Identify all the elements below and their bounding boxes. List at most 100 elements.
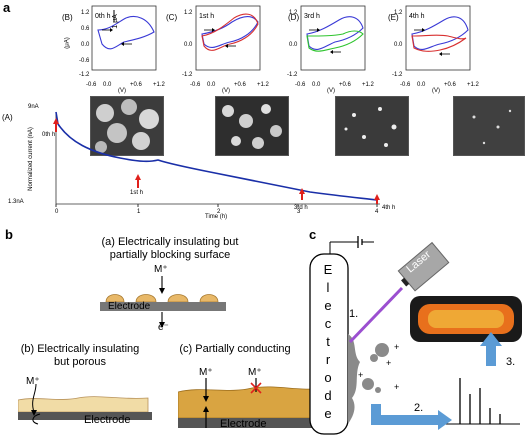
svg-text:+: + bbox=[394, 342, 399, 352]
trace-marker-label: 3rd h bbox=[294, 205, 308, 211]
cv-x-unit: (V) bbox=[118, 88, 126, 94]
cv-panel-c bbox=[195, 5, 261, 71]
svg-text:+: + bbox=[394, 382, 399, 392]
trace-y-bottom: 1.3nA bbox=[8, 199, 24, 205]
sem-image-1h bbox=[215, 96, 289, 156]
cv-x-tick: +1.2 bbox=[467, 82, 479, 88]
cv-x-tick: -0.6 bbox=[400, 82, 411, 88]
b-a-electrode: Electrode bbox=[108, 301, 151, 312]
svg-text:+: + bbox=[386, 358, 391, 368]
cv-y-unit: (μA) bbox=[64, 37, 71, 49]
trace-panel-label: (A) bbox=[2, 113, 13, 122]
cv-e-time: 4th h bbox=[409, 13, 425, 20]
step-1-label: 1. bbox=[349, 308, 359, 320]
b-a-electron: e⁻ bbox=[158, 322, 169, 333]
electrode-letter: E bbox=[323, 262, 333, 277]
cv-y-tick: 1.2 bbox=[289, 10, 298, 16]
cv-y-tick: 1.2 bbox=[184, 10, 193, 16]
trace-x-tick: 2 bbox=[217, 209, 221, 215]
cv-y-tick: -0.6 bbox=[79, 58, 90, 64]
cv-b-label: (B) bbox=[62, 13, 73, 22]
cv-y-tick: 0.0 bbox=[289, 42, 298, 48]
b-c-diagram bbox=[178, 378, 328, 428]
b-a-diagram bbox=[100, 276, 226, 328]
cv-y-tick: 1.2 bbox=[81, 10, 90, 16]
cv-x-tick: 0.0 bbox=[417, 82, 426, 88]
cv-y-tick: -1.2 bbox=[287, 72, 298, 78]
b-b-electrode: Electrode bbox=[84, 414, 131, 426]
trace-marker-label: 1st h bbox=[130, 190, 144, 196]
b-b-title-line1: (b) Electrically insulating bbox=[20, 343, 140, 355]
b-a-ion: M⁺ bbox=[154, 264, 168, 275]
cv-panels bbox=[91, 5, 471, 71]
trace-y-top: 9nA bbox=[28, 104, 39, 110]
cv-y-tick: 1.2 bbox=[394, 10, 403, 16]
panel-b-letter: b bbox=[5, 227, 13, 242]
cv-y-tick: 0.0 bbox=[184, 42, 193, 48]
cv-x-tick: -0.6 bbox=[190, 82, 201, 88]
panel-a-letter: a bbox=[3, 0, 11, 15]
svg-text:+: + bbox=[358, 370, 363, 380]
cv-x-tick: -0.6 bbox=[295, 82, 306, 88]
cv-y-tick: -1.2 bbox=[182, 72, 193, 78]
sem-image-3h bbox=[335, 96, 409, 156]
electrode-letter: o bbox=[324, 370, 332, 385]
cv-y-tick: 0.6 bbox=[81, 26, 90, 32]
cv-x-tick: 0.0 bbox=[207, 82, 216, 88]
cv-panel-d bbox=[300, 5, 366, 71]
b-b-diagram bbox=[18, 383, 152, 425]
b-c-ion-left: M⁺ bbox=[199, 367, 213, 378]
cv-x-tick: +1.2 bbox=[362, 82, 374, 88]
b-c-electrode: Electrode bbox=[220, 418, 267, 430]
cv-y-tick: -1.2 bbox=[79, 72, 90, 78]
cv-x-tick: 0.0 bbox=[312, 82, 321, 88]
cv-d-time: 3rd h bbox=[304, 13, 320, 20]
trace-marker-label: 0th h bbox=[42, 132, 56, 138]
trace-x-tick: 4 bbox=[375, 209, 379, 215]
step-3-label: 3. bbox=[506, 356, 516, 368]
cv-x-unit: (V) bbox=[222, 88, 230, 94]
cv-x-tick: +1.2 bbox=[153, 82, 165, 88]
trace-x-tick: 1 bbox=[137, 209, 141, 215]
cv-c-time: 1st h bbox=[199, 13, 215, 20]
trace-x-tick: 3 bbox=[297, 209, 301, 215]
sem-image-0h bbox=[90, 96, 164, 156]
cv-x-tick: 0.0 bbox=[103, 82, 112, 88]
trace-x-tick: 0 bbox=[55, 209, 59, 215]
sem-image-4h bbox=[453, 96, 525, 156]
cv-y-tick: -1.2 bbox=[392, 72, 403, 78]
electrode-letter: l bbox=[326, 280, 330, 295]
cv-b-time: 0th h bbox=[95, 13, 111, 20]
panel-c-letter: c bbox=[309, 227, 317, 242]
cv-y-tick: 0.0 bbox=[394, 42, 403, 48]
cv-x-tick: +0.6 bbox=[234, 82, 246, 88]
b-c-title: (c) Partially conducting bbox=[179, 343, 291, 355]
cv-panel-e bbox=[405, 5, 471, 71]
cv-x-unit: (V) bbox=[432, 88, 440, 94]
trace-x-axis-label: Time (h) bbox=[205, 214, 228, 220]
cv-x-unit: (V) bbox=[327, 88, 335, 94]
trace-y-axis-label: Normalized current (nA) bbox=[28, 127, 34, 191]
electrode-letter: e bbox=[324, 298, 332, 313]
cv-d-label: (D) bbox=[288, 13, 300, 22]
electrode-letter: t bbox=[326, 334, 330, 349]
cv-x-tick: +0.6 bbox=[339, 82, 351, 88]
b-b-ion: M⁺ bbox=[26, 376, 40, 387]
cv-b-scale: 1 μA bbox=[111, 14, 119, 29]
cv-e-label: (E) bbox=[388, 13, 399, 22]
cv-x-tick: +0.6 bbox=[130, 82, 142, 88]
current-trace-chart bbox=[53, 111, 380, 207]
b-a-title-line2: partially blocking surface bbox=[109, 249, 231, 261]
cv-x-tick: +0.6 bbox=[444, 82, 456, 88]
electrode-letter: c bbox=[324, 316, 332, 331]
electrode-letter: e bbox=[324, 406, 332, 421]
cv-x-tick: +1.2 bbox=[257, 82, 269, 88]
step-2-label: 2. bbox=[414, 402, 424, 414]
cv-y-tick: 0.0 bbox=[81, 42, 90, 48]
b-c-ion-right: M⁺ bbox=[248, 367, 262, 378]
c-diagram: ++++ bbox=[309, 236, 522, 435]
b-b-title-line2: but porous bbox=[54, 356, 106, 368]
cv-x-tick: -0.6 bbox=[86, 82, 97, 88]
cv-panel-b bbox=[91, 5, 157, 71]
electrode-letter: d bbox=[324, 388, 332, 403]
